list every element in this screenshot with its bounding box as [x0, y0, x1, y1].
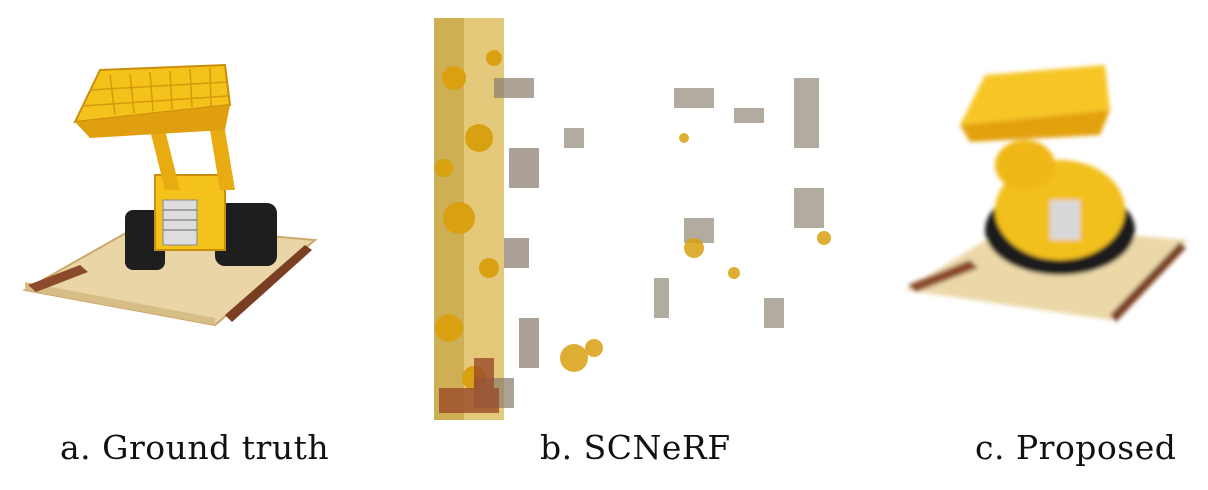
ground-truth-image: [20, 60, 320, 330]
caption-scnerf: b. SCNeRF: [540, 428, 731, 467]
proposed-image: [900, 60, 1190, 325]
caption-ground-truth: a. Ground truth: [60, 428, 330, 467]
scnerf-image: [434, 18, 836, 420]
caption-proposed: c. Proposed: [975, 428, 1177, 467]
